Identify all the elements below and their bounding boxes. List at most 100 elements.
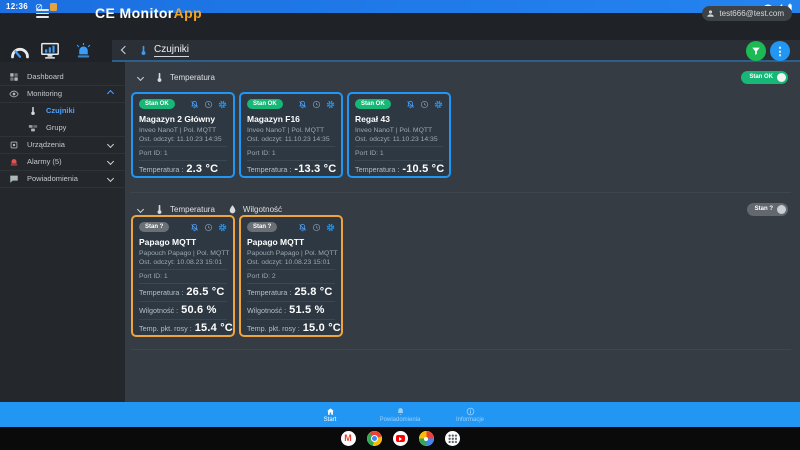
settings-gear-icon[interactable] xyxy=(218,223,227,232)
sidebar-item-alarmy[interactable]: Alarmy (5) xyxy=(0,153,125,170)
gauge-icon[interactable] xyxy=(10,43,30,59)
chevron-down-icon[interactable] xyxy=(106,174,115,183)
water-drop-icon xyxy=(227,204,238,215)
sidebar-item-dashboard[interactable]: Dashboard xyxy=(0,68,125,85)
history-clock-icon[interactable] xyxy=(420,100,429,109)
sensor-device: Papouch Papago | Pol. MQTT xyxy=(247,249,338,257)
sidebar-item-czujniki[interactable]: Czujniki xyxy=(0,102,125,119)
sidebar-item-grupy[interactable]: Grupy xyxy=(0,119,125,136)
nav-label: Start xyxy=(323,416,337,423)
app-title: CE MonitorApp xyxy=(95,5,203,21)
status-badge: Stan OK xyxy=(139,99,175,109)
sensor-device: Inveo NanoT | Pol. MQTT xyxy=(247,126,325,134)
back-chevron-icon[interactable] xyxy=(120,45,130,55)
section-header-temperatura: Temperatura Stan OK xyxy=(125,69,800,85)
sidebar-item-monitoring[interactable]: Monitoring xyxy=(0,85,125,102)
sensor-name: Papago MQTT xyxy=(247,237,305,247)
history-clock-icon[interactable] xyxy=(312,100,321,109)
notifications-off-icon[interactable] xyxy=(190,223,199,232)
history-clock-icon[interactable] xyxy=(204,223,213,232)
section-label: Temperatura xyxy=(170,72,215,82)
android-status-bar: 12:36 xyxy=(0,0,800,13)
home-icon xyxy=(326,407,335,416)
toolbar-left-panel xyxy=(0,40,125,62)
sensor-device: Papouch Papago | Pol. MQTT xyxy=(139,249,230,257)
reading-temperatura: Temperatura : 26.5 °C xyxy=(139,285,225,298)
nav-start[interactable]: Start xyxy=(295,407,365,423)
user-account-chip[interactable]: test666@test.com xyxy=(702,6,792,21)
sensor-name: Papago MQTT xyxy=(139,237,197,247)
stan-ok-toggle[interactable]: Stan OK xyxy=(741,70,788,84)
reading-temperatura: Temperatura : 25.8 °C xyxy=(247,285,333,298)
android-taskbar: M xyxy=(0,427,800,450)
notifications-off-icon[interactable] xyxy=(406,100,415,109)
sensor-card-papago-1[interactable]: Stan ? Papago MQTT Papouch Papago | Pol.… xyxy=(131,215,235,337)
sensor-card-magazyn-2[interactable]: Stan OK Magazyn 2 Główny Inveo NanoT | P… xyxy=(131,92,235,178)
thermometer-icon xyxy=(138,45,149,56)
history-clock-icon[interactable] xyxy=(204,100,213,109)
notifications-off-icon[interactable] xyxy=(190,100,199,109)
sidebar-item-urzadzenia[interactable]: Urządzenia xyxy=(0,136,125,153)
breadcrumb[interactable]: Czujniki xyxy=(154,43,190,57)
sensor-card-magazyn-f16[interactable]: Stan OK Magazyn F16 Inveo NanoT | Pol. M… xyxy=(239,92,343,178)
reading-punkt-rosy: Temp. pkt. rosy : 15.0 °C xyxy=(247,321,341,334)
sidebar: Dashboard Monitoring Czujniki Grupy Urzą… xyxy=(0,62,125,402)
bell-icon xyxy=(396,407,405,416)
collapse-chevron-icon[interactable] xyxy=(136,73,145,81)
history-clock-icon[interactable] xyxy=(312,223,321,232)
sidebar-label: Monitoring xyxy=(27,89,63,98)
filter-button[interactable] xyxy=(746,41,766,61)
chart-monitor-icon[interactable] xyxy=(40,42,60,60)
notifications-off-icon[interactable] xyxy=(298,223,307,232)
sidebar-label: Urządzenia xyxy=(27,140,65,149)
toggle-knob xyxy=(777,204,786,214)
thermometer-icon xyxy=(28,106,38,116)
sensor-card-regal-43[interactable]: Stan OK Regał 43 Inveo NanoT | Pol. MQTT… xyxy=(347,92,451,178)
nav-powiadomienia[interactable]: Powiadomienia xyxy=(365,407,435,423)
status-badge: Stan ? xyxy=(247,222,278,232)
gmail-app-icon[interactable]: M xyxy=(340,431,356,446)
sensor-port: Port ID: 1 xyxy=(139,272,168,280)
stan-unknown-toggle[interactable]: Stan ? xyxy=(746,202,788,216)
info-icon xyxy=(466,407,475,416)
more-options-button[interactable]: ⋮ xyxy=(770,41,790,61)
reading-punkt-rosy: Temp. pkt. rosy : 15.4 °C xyxy=(139,321,233,334)
chevron-down-icon[interactable] xyxy=(106,140,115,149)
chevron-up-icon[interactable] xyxy=(106,89,115,98)
nav-informacje[interactable]: Informacje xyxy=(435,407,505,423)
sensor-device: Inveo NanoT | Pol. MQTT xyxy=(139,126,217,134)
nav-label: Powiadomienia xyxy=(379,416,421,423)
sidebar-label: Grupy xyxy=(46,123,67,132)
settings-gear-icon[interactable] xyxy=(434,100,443,109)
chrome-app-icon[interactable] xyxy=(366,431,382,446)
all-apps-icon[interactable] xyxy=(444,431,460,446)
breadcrumb-bar: Czujniki xyxy=(112,40,800,62)
sensor-name: Regał 43 xyxy=(355,114,390,124)
app-header xyxy=(0,13,800,40)
youtube-app-icon[interactable] xyxy=(392,431,408,446)
sensor-port: Port ID: 1 xyxy=(247,149,276,157)
siren-icon[interactable] xyxy=(75,43,92,60)
settings-gear-icon[interactable] xyxy=(326,100,335,109)
section-header-temp-wilgotnosc: Temperatura Wilgotność Stan ? xyxy=(125,201,800,217)
sidebar-label: Dashboard xyxy=(27,72,64,81)
collapse-chevron-icon[interactable] xyxy=(136,205,145,213)
status-badge: Stan ? xyxy=(139,222,170,232)
menu-hamburger-button[interactable] xyxy=(36,9,49,18)
notifications-off-icon[interactable] xyxy=(298,100,307,109)
funnel-icon xyxy=(751,46,761,56)
reading-temperatura: Temperatura : -10.5 °C xyxy=(355,162,445,175)
status-badge: Stan OK xyxy=(355,99,391,109)
nav-label: Informacje xyxy=(455,416,484,423)
reading-temperatura: Temperatura : 2.3 °C xyxy=(139,162,219,175)
photos-app-icon[interactable] xyxy=(418,431,434,446)
settings-gear-icon[interactable] xyxy=(326,223,335,232)
chevron-down-icon[interactable] xyxy=(106,157,115,166)
sensor-last-read: Ost. odczyt: 10.08.23 15:01 xyxy=(247,259,331,266)
sidebar-item-powiadomienia[interactable]: Powiadomienia xyxy=(0,170,125,187)
settings-gear-icon[interactable] xyxy=(218,100,227,109)
sensor-card-papago-2[interactable]: Stan ? Papago MQTT Papouch Papago | Pol.… xyxy=(239,215,343,337)
alarm-siren-icon xyxy=(9,157,19,167)
sidebar-label: Czujniki xyxy=(46,106,75,115)
